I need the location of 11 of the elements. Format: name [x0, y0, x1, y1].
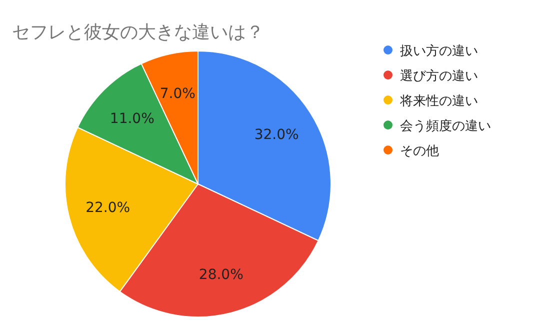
- legend-label: その他: [400, 144, 439, 159]
- data-label: 32.0%: [254, 127, 299, 144]
- data-label: 7.0%: [160, 86, 196, 102]
- legend-label: 将来性の違い: [399, 94, 478, 109]
- data-label: 28.0%: [198, 267, 244, 284]
- data-label: 11.0%: [110, 111, 154, 128]
- legend-label: 会う頻度の違い: [400, 118, 491, 134]
- data-label: 22.0%: [86, 200, 130, 216]
- chart-title: セフレと彼女の大きな違いは？: [12, 22, 264, 43]
- legend-label: 扱い方の違い: [400, 43, 478, 59]
- legend-label: 選び方の違い: [400, 68, 478, 84]
